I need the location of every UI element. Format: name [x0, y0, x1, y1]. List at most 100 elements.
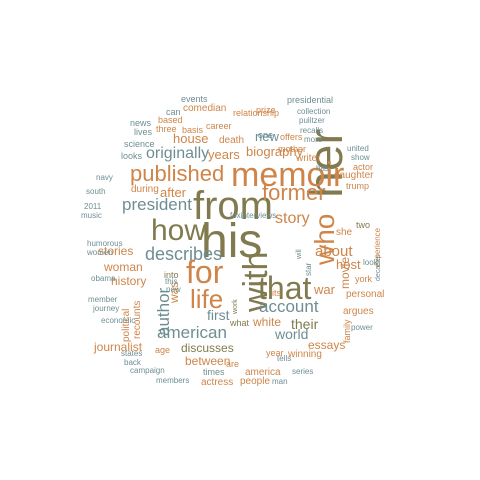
word: trump [346, 181, 370, 191]
word: has [316, 164, 329, 173]
word: work [232, 299, 239, 314]
word: women [87, 248, 113, 257]
word: are [226, 359, 240, 369]
word: originally [146, 145, 210, 162]
word: stories [98, 244, 134, 258]
word: basis [182, 125, 204, 135]
word: president [122, 195, 192, 214]
word: news [130, 118, 152, 128]
word: war [314, 282, 335, 297]
word: what [230, 318, 250, 328]
word: personal [346, 289, 385, 300]
word: pulitzer [299, 116, 325, 125]
word: 2011 [84, 202, 102, 211]
word: death [219, 135, 245, 146]
word: member [88, 295, 118, 304]
word: america [245, 367, 281, 378]
word: mother [278, 144, 307, 154]
word: presidential [287, 95, 334, 105]
word: humorous [87, 239, 123, 248]
word: biography [246, 144, 304, 159]
word: collection [297, 107, 331, 116]
word: about [315, 243, 353, 260]
word: political [121, 308, 132, 342]
word: times [203, 367, 225, 377]
word: discusses [181, 341, 234, 355]
word: between [185, 354, 231, 368]
word: winning [288, 349, 322, 360]
word: years [208, 147, 240, 162]
word: story [275, 210, 310, 227]
word: career [206, 121, 232, 131]
word: white [253, 315, 282, 329]
word: man [272, 377, 288, 386]
word: people [240, 376, 271, 387]
word: former [262, 180, 326, 205]
word: events [181, 94, 208, 104]
word: this [165, 277, 178, 286]
word: that [258, 270, 312, 306]
word: account [259, 297, 319, 316]
word: argues [343, 306, 374, 317]
word: recounts [132, 300, 143, 339]
word: york [355, 274, 373, 284]
word: science [124, 139, 155, 149]
word: new [255, 129, 279, 144]
word: offers [280, 132, 303, 142]
word: woman [104, 260, 143, 274]
word: states [121, 349, 143, 358]
word: actress [201, 377, 234, 388]
word: look [363, 258, 378, 267]
word: american [157, 323, 227, 342]
word: can [166, 107, 181, 117]
word: she [336, 227, 353, 238]
word: looks [121, 151, 143, 161]
word: daughter [334, 170, 374, 181]
word: navy [96, 173, 113, 182]
word: based [158, 115, 183, 125]
word: memoir [231, 156, 345, 194]
word: published [130, 161, 225, 186]
word: comedian [183, 103, 227, 114]
word: for [186, 254, 224, 290]
word: prize [256, 105, 276, 115]
word: power [351, 323, 373, 332]
word: from [193, 184, 273, 228]
word: journey [93, 304, 120, 313]
word: economic [101, 316, 136, 325]
word: describes [145, 244, 223, 264]
word: series [292, 367, 314, 376]
word: campaign [130, 366, 165, 375]
word: three [156, 124, 177, 134]
word: writer [296, 153, 321, 164]
word: age [155, 345, 171, 355]
word: south [86, 187, 106, 196]
word: its [272, 288, 281, 298]
word: year [266, 348, 284, 358]
word: actor [353, 162, 374, 172]
word: during [131, 184, 159, 195]
word: obama [91, 274, 116, 283]
word: lives [134, 127, 153, 137]
word: united [347, 144, 369, 153]
word: tells [277, 354, 292, 363]
word: journalist [94, 340, 143, 354]
word: members [156, 376, 190, 385]
word: back [124, 358, 141, 367]
word: movie [338, 256, 352, 289]
word: history [111, 274, 147, 288]
word: house [173, 131, 209, 146]
word: into [164, 270, 179, 280]
word: one [258, 130, 274, 140]
word: how [151, 214, 207, 247]
word: essays [308, 338, 346, 352]
word: first [207, 307, 230, 323]
word: now [166, 285, 181, 294]
word: foxinterviews [230, 211, 277, 220]
word: will [296, 249, 303, 259]
word: world [275, 326, 309, 342]
word: two [356, 220, 371, 230]
word: recalls [300, 126, 324, 135]
word: music [81, 211, 102, 220]
